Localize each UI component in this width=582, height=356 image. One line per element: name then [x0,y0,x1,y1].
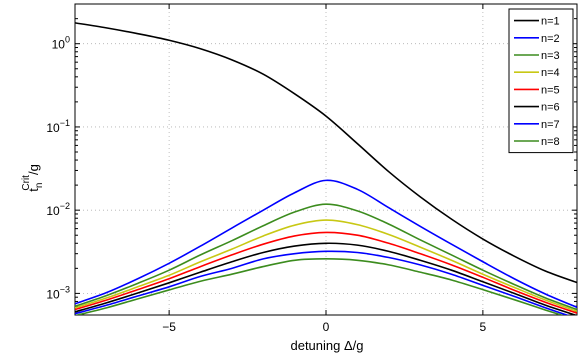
y-tick-label: 10−2 [46,201,70,218]
legend-label-n-4: n=4 [541,67,560,79]
legend-box [509,9,573,153]
y-axis-label-subscript: n [34,183,45,189]
legend-label-n-5: n=5 [541,84,560,96]
x-tick-label: 5 [480,320,487,334]
svg-text:tnCrit/g: tnCrit/g [21,164,45,192]
legend: n=1 n=2 n=3 n=4 n=5 n=6 n=7 n=8 [509,9,573,153]
legend-label-n-2: n=2 [541,33,560,45]
x-axis-label: detuning Δ/g [290,338,363,353]
legend-label-n-7: n=7 [541,119,560,131]
series-line-n-4 [75,220,577,311]
y-axis-label-suffix: /g [26,164,41,175]
y-tick-label: 10−3 [46,284,70,301]
series-lines [75,23,577,320]
x-tick-label: 0 [323,320,330,334]
legend-label-n-1: n=1 [541,16,560,28]
x-tick-label: −5 [162,320,176,334]
y-axis: 10−3 10−2 10−1 100 [46,4,577,312]
x-axis: −5 0 5 [162,4,486,334]
y-axis-label-superscript: Crit [21,175,32,191]
legend-label-n-8: n=8 [541,136,560,148]
y-axis-label: tnCrit/g [21,164,45,192]
y-tick-label: 10−1 [46,118,70,135]
legend-label-n-6: n=6 [541,102,560,114]
y-tick-label: 100 [52,35,70,52]
grid-lines [75,4,577,315]
legend-label-n-3: n=3 [541,50,560,62]
